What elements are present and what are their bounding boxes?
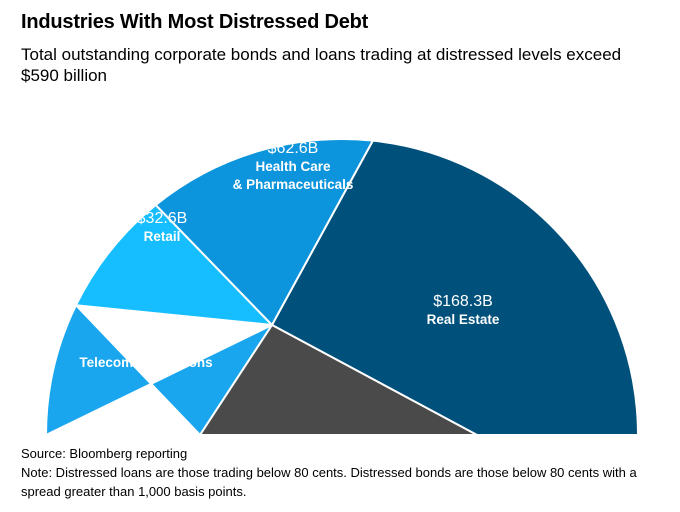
chart-title: Industries With Most Distressed Debt [21, 11, 369, 33]
slices-group [45, 138, 639, 436]
value-label-1: $32.6B [137, 210, 188, 227]
value-label-0: $62.7B [121, 336, 172, 353]
category-label-1: Retail [144, 229, 181, 244]
pie-slice-retail [74, 203, 273, 326]
pie-slice-unlabeled [199, 324, 478, 436]
source-note: Source: Bloomberg reporting [21, 446, 188, 461]
category-label-2-line-1: & Pharmaceuticals [233, 177, 354, 192]
value-label-3: $168.3B [433, 293, 493, 310]
chart-footer: Source: Bloomberg reporting Note: Distre… [21, 444, 671, 501]
pie-slice-real-estate [271, 139, 639, 436]
chart-subtitle: Total outstanding corporate bonds and lo… [21, 45, 622, 85]
category-label-3: Real Estate [427, 312, 500, 327]
category-label-2-line-0: Health Care [255, 159, 331, 174]
pie-slice-health-care-pharmaceuticals [154, 138, 374, 326]
slice-labels: $62.7B Telecommunications $32.6B Retail $62.… [79, 140, 500, 370]
methodology-note: Note: Distressed loans are those trading… [21, 465, 637, 499]
value-label-2: $62.6B [268, 140, 319, 157]
category-label-0: Telecommunications [79, 355, 212, 370]
